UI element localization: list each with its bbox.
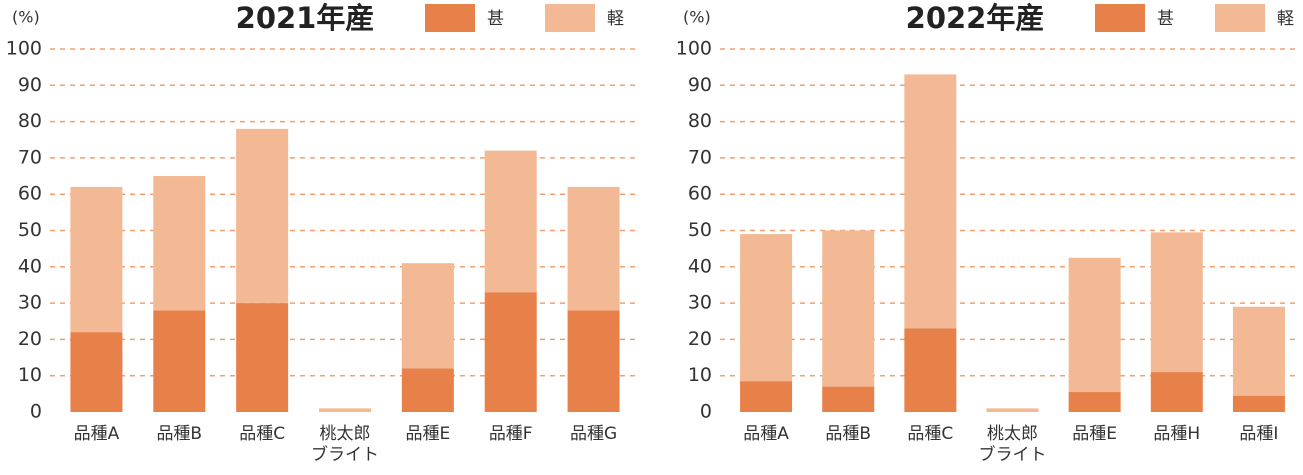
legend-label: 軽 [607, 9, 624, 29]
bar-segment [567, 186, 620, 311]
legend-swatch [425, 4, 475, 32]
y-tick-label: 80 [688, 110, 712, 132]
bar-segment [1150, 372, 1203, 412]
x-tick-label: 品種A [73, 424, 120, 444]
bar-segment [319, 408, 371, 412]
bar-segment [1232, 395, 1285, 412]
x-tick-label: 品種E [405, 424, 451, 444]
y-tick-label: 60 [688, 183, 712, 205]
y-tick-label: 30 [18, 292, 42, 314]
x-tick-label: 品種B [156, 424, 203, 444]
y-tick-label: 70 [18, 146, 42, 168]
bar-segment [236, 128, 289, 304]
bar-segment [153, 176, 206, 311]
x-tick-label: 品種H [1153, 424, 1201, 444]
chart-title: 2022年産 [906, 1, 1045, 35]
y-tick-label: 10 [688, 364, 712, 386]
legend-label: 軽 [1277, 9, 1294, 29]
y-tick-label: 80 [18, 110, 42, 132]
bar-segment [401, 263, 454, 369]
x-tick-label: 品種C [907, 424, 954, 444]
y-tick-label: 0 [30, 401, 42, 423]
bar-segment [484, 292, 537, 412]
x-tick-label: 品種F [488, 424, 533, 444]
y-tick-label: 100 [6, 38, 42, 60]
bar-segment [904, 328, 957, 412]
x-tick-label: 桃太郎 ブライト [978, 424, 1047, 465]
bar-segment [822, 386, 875, 412]
y-axis-label: (%) [12, 8, 40, 27]
y-tick-label: 50 [688, 219, 712, 241]
y-tick-label: 40 [18, 255, 42, 277]
y-tick-label: 20 [688, 328, 712, 350]
y-tick-label: 30 [688, 292, 712, 314]
legend-label: 甚 [1157, 9, 1174, 29]
bar-segment [567, 310, 620, 412]
bar-segment [70, 186, 123, 333]
y-tick-label: 90 [18, 74, 42, 96]
bar-segment [1068, 392, 1121, 412]
bar-segment [904, 74, 957, 329]
x-tick-label: 品種B [825, 424, 872, 444]
y-tick-label: 20 [18, 328, 42, 350]
x-tick-label: 桃太郎 ブライト [311, 424, 379, 465]
y-tick-label: 90 [688, 74, 712, 96]
bar-segment [484, 150, 537, 293]
y-tick-label: 60 [18, 183, 42, 205]
bar-segment [822, 230, 875, 387]
bar-segment [401, 368, 454, 412]
legend-label: 甚 [487, 9, 504, 29]
bar-segment [236, 303, 289, 412]
bar-segment [153, 310, 206, 412]
y-tick-label: 10 [18, 364, 42, 386]
bar-segment [740, 234, 793, 382]
bar-segment [740, 381, 793, 412]
bar-segment [986, 408, 1039, 412]
legend-swatch [1215, 4, 1265, 32]
y-tick-label: 40 [688, 255, 712, 277]
y-tick-label: 100 [676, 38, 712, 60]
y-axis-label: (%) [683, 8, 711, 27]
bar-segment [70, 332, 123, 412]
x-tick-label: 品種E [1072, 424, 1118, 444]
y-tick-label: 70 [688, 146, 712, 168]
bar-segment [1068, 257, 1121, 393]
y-tick-label: 0 [700, 401, 712, 423]
chart-title: 2021年産 [236, 1, 375, 35]
legend-swatch [545, 4, 595, 32]
legend-swatch [1095, 4, 1145, 32]
y-tick-label: 50 [18, 219, 42, 241]
x-tick-label: 品種A [743, 424, 789, 444]
bar-segment [1232, 306, 1285, 396]
x-tick-label: 品種C [239, 424, 286, 444]
x-tick-label: 品種G [569, 424, 618, 444]
x-tick-label: 品種I [1239, 424, 1279, 444]
bar-segment [1150, 232, 1203, 373]
